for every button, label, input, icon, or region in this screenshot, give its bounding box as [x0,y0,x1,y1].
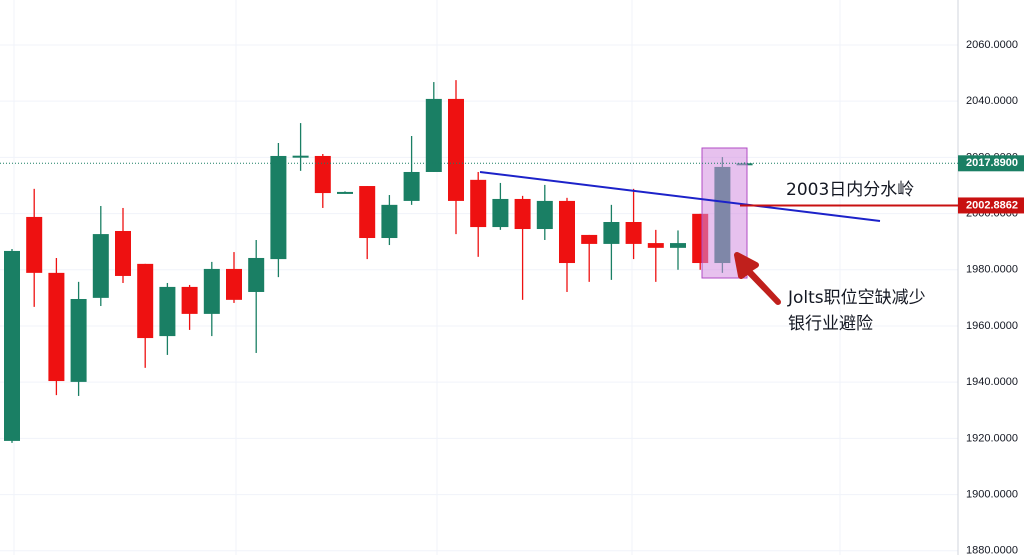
vertical-grid [13,0,841,555]
candle-body [181,286,198,314]
candle-body [26,216,43,273]
y-tick-label: 1940.0000 [966,376,1018,388]
price-label: 2002.8862 [966,199,1018,211]
candle-body [48,272,65,382]
y-tick-label: 1980.0000 [966,264,1018,276]
candle-body [115,230,131,276]
y-tick-label: 1880.0000 [966,545,1018,555]
annotation: 银行业避险 [788,314,873,334]
candle-body [403,171,420,201]
candle-body [314,155,331,194]
price-label-box [958,155,1024,172]
annotation: 2003日内分水岭 [786,180,914,200]
y-tick-label: 1960.0000 [966,320,1018,332]
candle-body [448,98,464,201]
candle-body [70,298,87,382]
candle-body [226,268,242,300]
price-label-box [958,197,1024,214]
candle-body [470,179,487,228]
candle-body [337,191,353,194]
overlay: 2017.8900 2002.8862 [0,155,1024,214]
candle-body [647,243,664,248]
candle-body [492,198,509,228]
candle-body [381,204,398,239]
candle-body [159,286,176,337]
candle-body [248,257,265,292]
candle-body [625,222,642,244]
y-tick-label: 1920.0000 [966,432,1018,444]
candle-body [4,250,20,441]
y-tick-label: 2040.0000 [966,95,1018,107]
annotation: Jolts职位空缺减少 [787,288,926,308]
candle-body [536,200,553,230]
candle-body [92,234,109,298]
candle-body [292,155,309,158]
price-label: 2017.8900 [966,157,1018,169]
candle-body [559,200,575,264]
candle-body [514,198,531,230]
candle-body [203,268,220,314]
candle-body [603,222,620,244]
candle-body [425,98,442,172]
candles [4,80,753,443]
trend-line [479,171,881,222]
candle-body [670,243,686,248]
arrow [734,252,781,305]
y-tick-label: 1900.0000 [966,488,1018,500]
candle-body [359,186,376,239]
candle-body [270,155,287,260]
y-tick-label: 2060.0000 [966,39,1018,51]
candle-body [137,263,154,339]
candle-body [581,234,598,244]
